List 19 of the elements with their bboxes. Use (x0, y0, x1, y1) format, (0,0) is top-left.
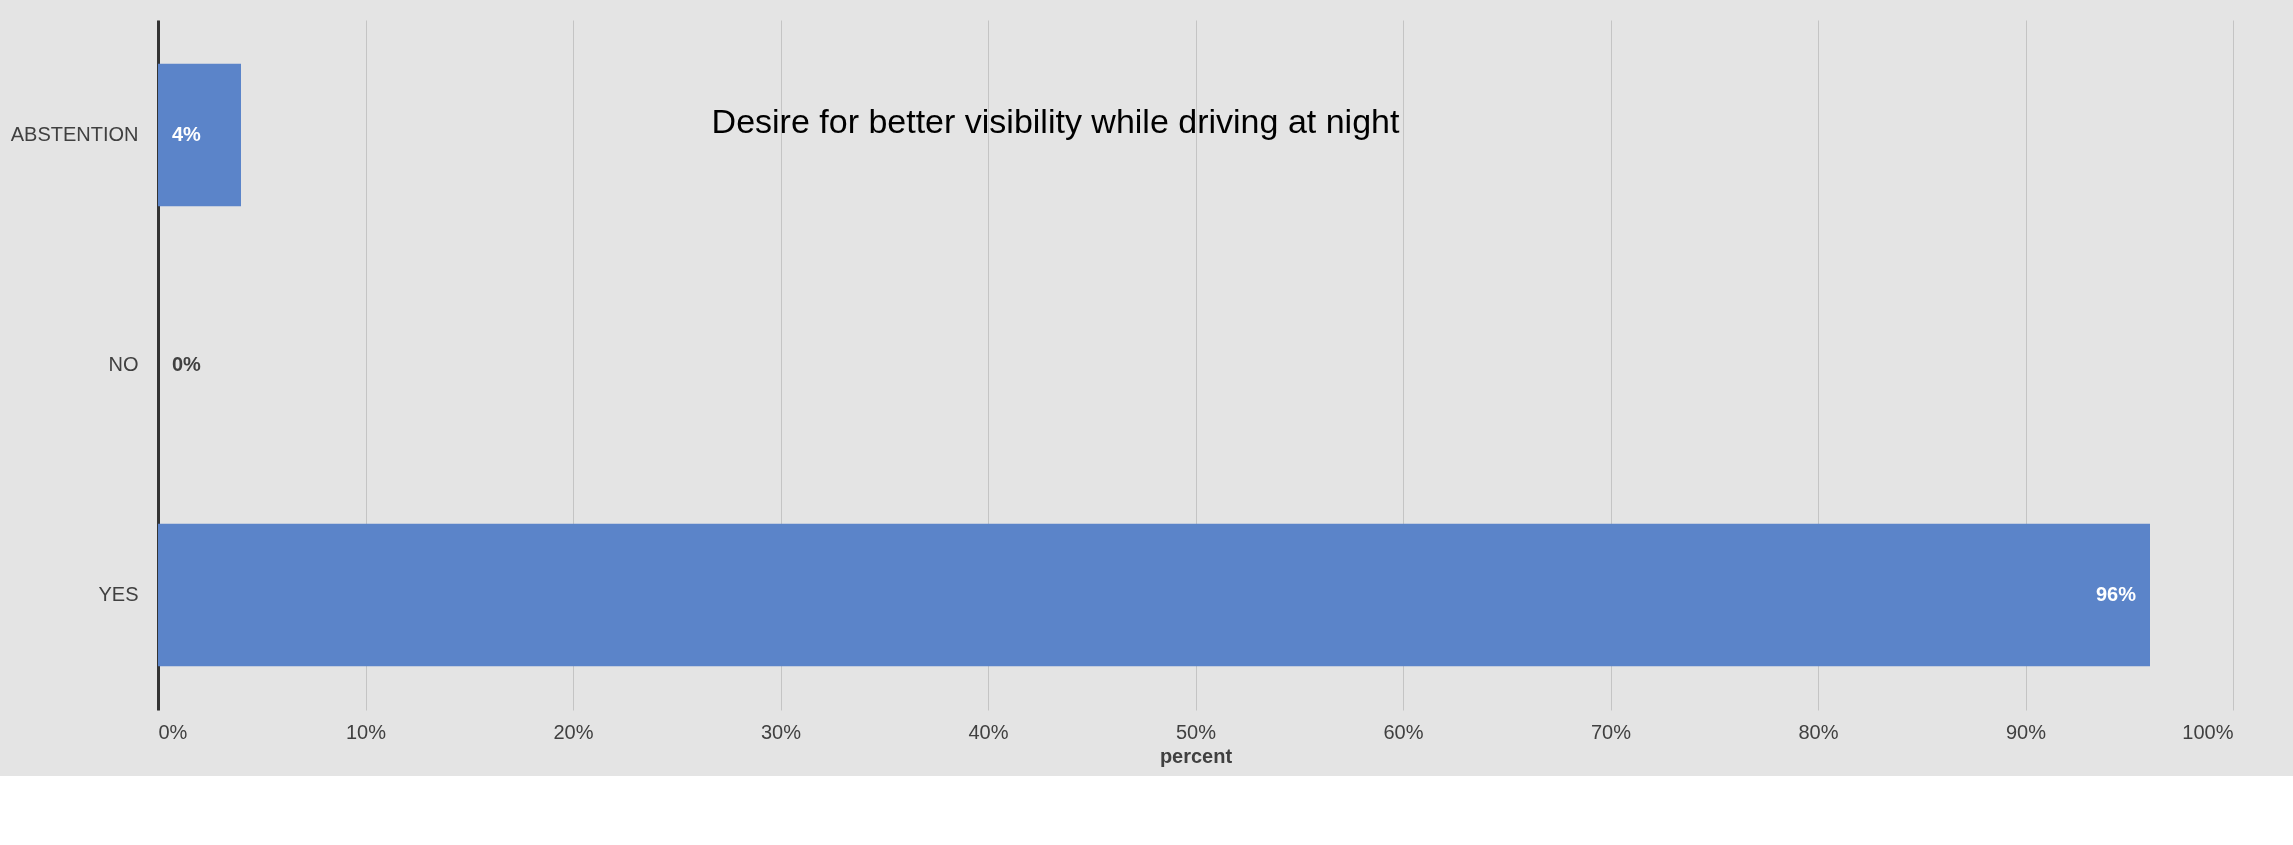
x-tick-label: 10% (345, 720, 387, 743)
x-tick-label: 50% (1175, 720, 1217, 743)
data-label: 96% (2095, 583, 2137, 605)
x-tick-label: 40% (968, 720, 1009, 743)
x-tick-label: 60% (1383, 720, 1424, 743)
y-tick-label: ABSTENTION (10, 123, 139, 145)
x-tick-label: 20% (553, 720, 594, 743)
y-tick-label: NO (108, 353, 139, 375)
x-tick-label: 80% (1798, 720, 1839, 743)
x-tick-label: 100% (2182, 720, 2234, 743)
data-label: 4% (172, 123, 202, 145)
x-tick-label: 0% (158, 720, 188, 743)
x-tick-label: 30% (760, 720, 802, 743)
x-tick-label: 90% (2005, 720, 2047, 743)
x-axis-title: percent (1159, 744, 1233, 767)
data-label: 0% (172, 353, 202, 375)
text: Desire for better visibility while driving at night (711, 102, 1400, 140)
x-tick-label: 70% (1590, 720, 1632, 743)
y-tick-label: YES (98, 583, 139, 605)
